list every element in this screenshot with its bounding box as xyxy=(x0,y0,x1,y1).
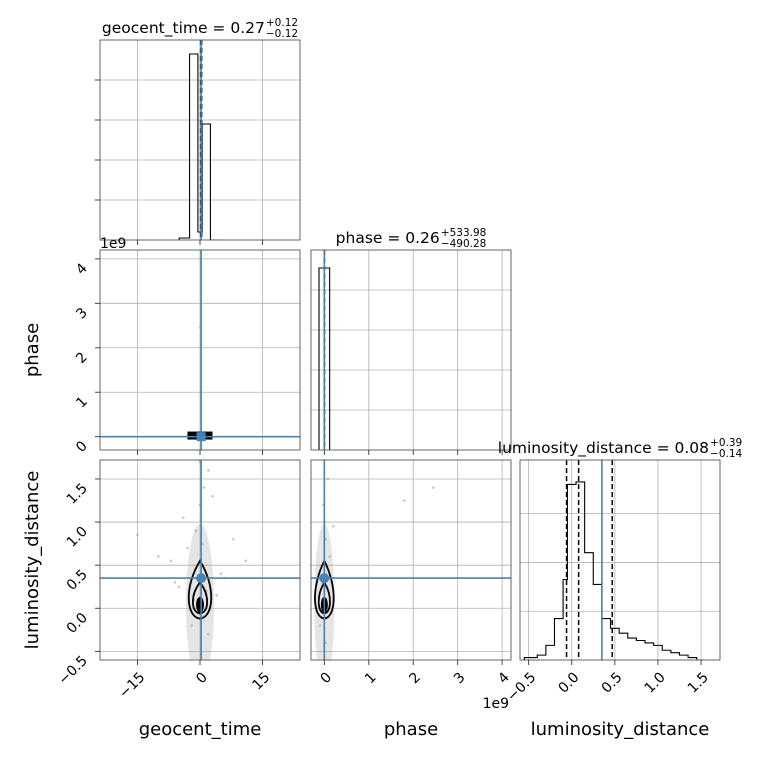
scatter-point xyxy=(211,494,214,498)
scatter-point xyxy=(207,632,210,636)
scatter-point xyxy=(169,559,173,563)
x-axis-label-phase: phase xyxy=(384,719,438,740)
luminosity-distance-xtick-label: 1.0 xyxy=(642,670,669,697)
scatter-point xyxy=(207,469,210,472)
luminosity-distance-title-main: luminosity_distance = 0.08 xyxy=(498,439,709,458)
phase-x-offset-text: 1e9 xyxy=(483,696,509,712)
geocent-time-title-upper-error: +0.12 xyxy=(266,17,298,29)
phase-xtick-label: 1 xyxy=(362,670,380,688)
luminosity-distance-title-lower-error: −0.14 xyxy=(710,448,742,460)
geocent-time-title: geocent_time = 0.27 +0.12−0.12 xyxy=(102,17,298,40)
phase-ytick-label: 2 xyxy=(73,349,91,367)
scatter-point xyxy=(232,538,235,541)
scatter-point xyxy=(219,572,223,576)
luminosity-distance-ytick-label: 1.0 xyxy=(64,524,91,551)
geocent-time-xtick-label: 0 xyxy=(193,670,211,688)
scatter-point xyxy=(177,585,181,589)
phase-xtick-label: 4 xyxy=(495,669,513,687)
phase-xtick-label: 2 xyxy=(406,670,424,688)
phase-ytick-label: 3 xyxy=(73,305,91,323)
phase-xtick-label: 3 xyxy=(451,670,469,688)
scatter-point xyxy=(202,486,206,489)
scatter-point xyxy=(182,516,185,520)
scatter-point xyxy=(328,555,331,558)
phase-ytick-label: 4 xyxy=(73,260,91,278)
geocent-time-xtick-label: 15 xyxy=(249,670,273,694)
luminosity-distance-title: luminosity_distance = 0.08 +0.39−0.14 xyxy=(498,437,743,460)
phase-title-upper-error: +533.98 xyxy=(441,227,487,239)
scatter-point xyxy=(326,477,330,481)
scatter-point xyxy=(136,533,139,537)
luminosity-distance-xtick-label: 0.5 xyxy=(599,670,626,697)
geocent-time-title-lower-error: −0.12 xyxy=(266,28,298,40)
phase-ytick-label: 1 xyxy=(73,394,91,412)
panel-phase-hist-frame xyxy=(310,249,512,451)
panel-ld-hist-histogram xyxy=(523,481,706,660)
phase-title-main: phase = 0.26 xyxy=(336,229,440,247)
density-cloud xyxy=(186,523,214,660)
luminosity-distance-ytick-label: 1.5 xyxy=(64,480,91,507)
contour-outer xyxy=(187,559,213,620)
panel-ld-hist-frame xyxy=(519,459,721,661)
luminosity-distance-title-upper-error: +0.39 xyxy=(710,437,742,449)
scatter-point xyxy=(186,546,189,550)
luminosity-distance-xtick-label: 1.5 xyxy=(685,670,712,697)
phase-y-offset-text: 1e9 xyxy=(100,236,126,252)
phase-ytick-label: 0 xyxy=(73,438,91,456)
phase-xtick-label: 0 xyxy=(318,670,336,688)
truth-marker xyxy=(196,573,207,584)
scatter-point xyxy=(331,525,335,528)
phase-title: phase = 0.26 +533.98−490.28 xyxy=(336,227,487,250)
geocent-time-xtick-label: −15 xyxy=(116,670,148,702)
y-axis-label-phase: phase xyxy=(22,323,43,377)
scatter-point xyxy=(157,555,160,558)
scatter-point xyxy=(431,486,435,489)
luminosity-distance-ytick-label: 0.0 xyxy=(64,610,91,637)
contour-inner xyxy=(191,580,209,615)
truth-marker xyxy=(196,432,206,442)
scatter-point xyxy=(194,529,198,532)
y-axis-label-luminosity-distance: luminosity_distance xyxy=(22,471,43,650)
scatter-point xyxy=(403,499,406,502)
scatter-point xyxy=(173,581,177,584)
luminosity-distance-xtick-label: −0.5 xyxy=(504,670,539,705)
luminosity-distance-ytick-label: 0.5 xyxy=(64,567,91,594)
scatter-point xyxy=(215,594,218,597)
x-axis-label-luminosity-distance: luminosity_distance xyxy=(531,719,710,740)
luminosity-distance-ytick-label: −0.5 xyxy=(55,653,90,688)
phase-title-lower-error: −490.28 xyxy=(441,238,487,250)
x-axis-label-geocent-time: geocent_time xyxy=(139,719,262,740)
panel-phase-ld-frame xyxy=(310,459,512,661)
scatter-point xyxy=(244,559,248,563)
geocent-time-title-main: geocent_time = 0.27 xyxy=(102,19,265,38)
luminosity-distance-xtick-label: 0.0 xyxy=(555,670,582,697)
truth-marker xyxy=(319,573,330,584)
scatter-point xyxy=(190,624,193,627)
density-core xyxy=(196,596,204,613)
panel-geocent-hist-histogram xyxy=(178,53,221,240)
scatter-point xyxy=(318,624,322,627)
